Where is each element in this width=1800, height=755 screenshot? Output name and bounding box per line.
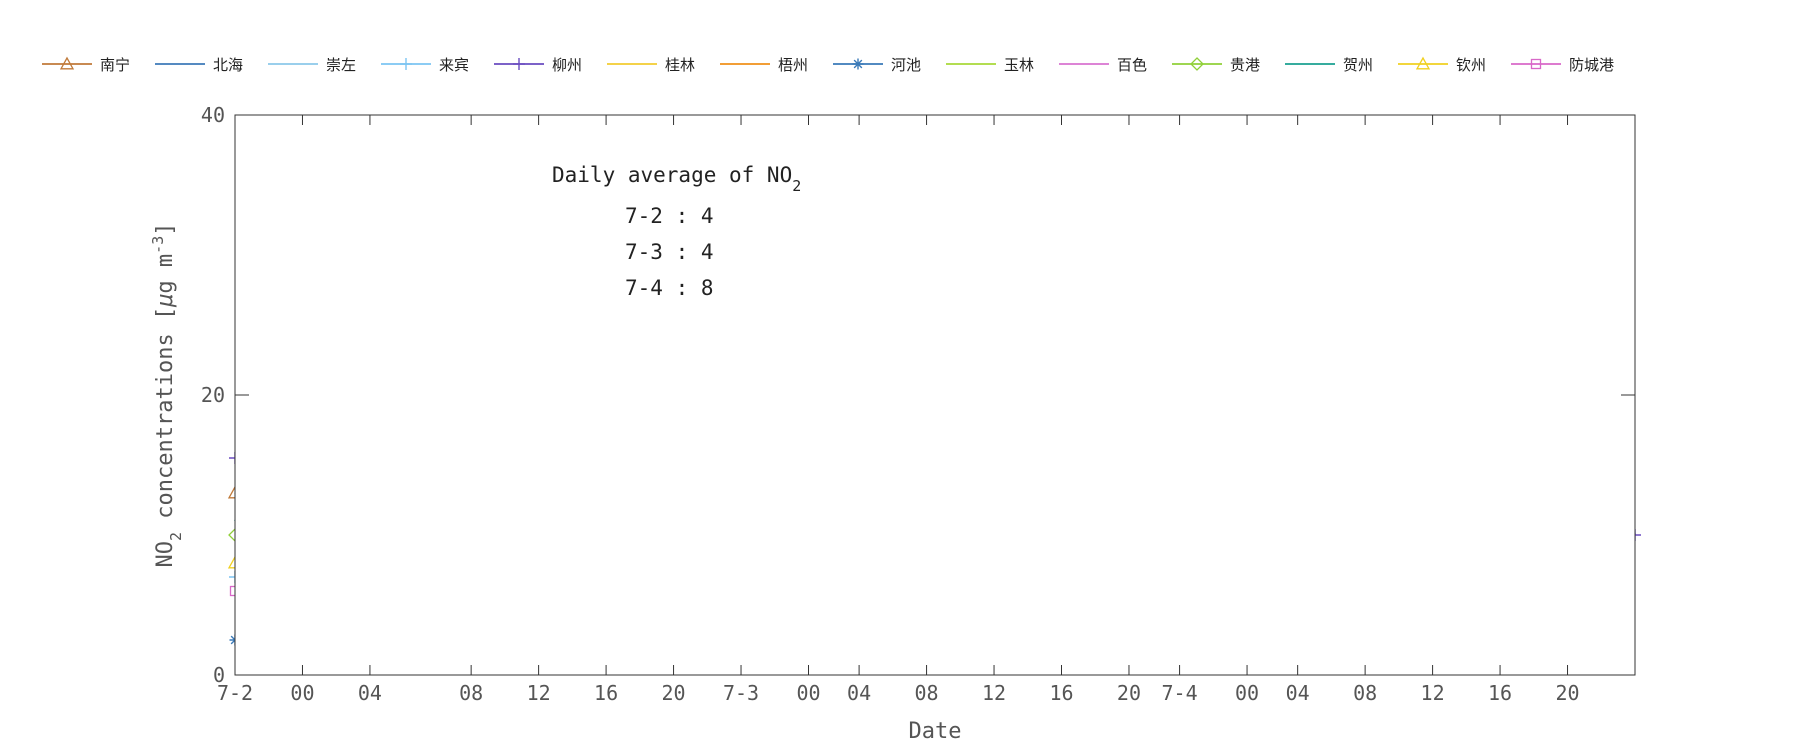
annotation-line: 7-4 : 8	[625, 276, 714, 300]
x-tick-label: 20	[1117, 681, 1141, 705]
legend-label: 南宁	[100, 56, 130, 74]
legend-label: 防城港	[1569, 56, 1614, 74]
x-tick-label: 08	[915, 681, 939, 705]
legend-item: 柳州	[494, 56, 582, 74]
legend-item: 百色	[1059, 56, 1147, 74]
axes: 0 20 40 7-2 00 04 08 12 16 20 7-3 00 04 08 12 16 20 7-4 00…	[149, 103, 1636, 744]
point-marker	[1190, 57, 1204, 71]
annotation-line: 7-3 : 4	[625, 240, 714, 264]
point-marker	[400, 58, 412, 70]
legend: 南宁 北海 崇左 来宾 柳州 桂林 梧州 河池 玉林 百色 贵港 贺州 钦州 防城港	[42, 56, 1614, 74]
legend-label: 梧州	[778, 56, 808, 74]
legend-label: 贵港	[1230, 56, 1260, 74]
annotation-title-main: Daily average of NO	[552, 163, 792, 187]
y-tick-label: 0	[213, 663, 225, 687]
y-axis-title-part: concentrations [	[153, 307, 178, 532]
legend-label: 百色	[1117, 56, 1147, 74]
annotation-line: 7-2 : 4	[625, 204, 714, 228]
legend-item: 来宾	[381, 56, 469, 74]
legend-item: 梧州	[720, 56, 808, 74]
x-tick-label: 04	[1286, 681, 1310, 705]
legend-label: 贺州	[1343, 56, 1373, 74]
point-marker	[1530, 58, 1542, 70]
legend-item: 贵港	[1172, 56, 1260, 74]
x-tick-label: 16	[594, 681, 618, 705]
x-tick-label: 12	[1421, 681, 1445, 705]
x-tick-label: 00	[1235, 681, 1259, 705]
x-tick-label: 16	[1049, 681, 1073, 705]
x-tick-label: 16	[1488, 681, 1512, 705]
legend-item: 贺州	[1285, 56, 1373, 74]
y-axis-title-part: g m	[153, 254, 178, 294]
point-marker	[1415, 56, 1431, 70]
x-tick-label: 7-2	[217, 681, 253, 705]
x-tick-label: 08	[1353, 681, 1377, 705]
x-tick-label: 20	[1555, 681, 1579, 705]
plot-frame	[234, 114, 1636, 676]
legend-item: 南宁	[42, 56, 130, 74]
y-axis-title-part: μ	[153, 294, 178, 308]
x-tick-label: 12	[982, 681, 1006, 705]
x-tick-label: 20	[662, 681, 686, 705]
legend-label: 柳州	[552, 56, 582, 74]
legend-item: 玉林	[946, 56, 1034, 74]
legend-item: 钦州	[1398, 56, 1486, 74]
y-tick-label: 40	[201, 103, 225, 127]
legend-label: 河池	[891, 56, 921, 74]
legend-item: 防城港	[1511, 56, 1614, 74]
x-tick-label: 08	[459, 681, 483, 705]
point-marker	[852, 58, 864, 70]
legend-label: 桂林	[665, 56, 695, 74]
annotation: Daily average of NO2 7-2 : 4 7-3 : 4 7-4 : …	[552, 163, 801, 300]
x-tick-label: 04	[847, 681, 871, 705]
x-tick-label: 7-4	[1162, 681, 1198, 705]
x-tick-label: 12	[527, 681, 551, 705]
y-axis-title-part: NO	[153, 541, 178, 568]
legend-label: 来宾	[439, 56, 469, 74]
legend-item: 北海	[155, 56, 243, 74]
point-marker	[59, 56, 75, 70]
legend-label: 崇左	[326, 56, 356, 74]
legend-item: 桂林	[607, 56, 695, 74]
y-tick-label: 20	[201, 383, 225, 407]
annotation-title-sub: 2	[792, 177, 801, 195]
y-axis-title-part: 2	[167, 532, 185, 541]
x-axis-title: Date	[909, 719, 962, 744]
x-tick-label: 00	[290, 681, 314, 705]
x-tick-label: 04	[358, 681, 382, 705]
y-axis-title: NO2 concentrations [μg m-3]	[149, 222, 185, 567]
x-tick-label: 00	[796, 681, 820, 705]
annotation-title: Daily average of NO2	[552, 163, 801, 195]
legend-item: 河池	[833, 56, 921, 74]
point-marker	[513, 58, 525, 70]
legend-label: 北海	[213, 56, 243, 74]
x-tick-label: 7-3	[723, 681, 759, 705]
legend-label: 钦州	[1456, 56, 1486, 74]
y-axis-title-part: -3	[149, 236, 167, 254]
legend-label: 玉林	[1004, 56, 1034, 74]
y-axis-title-part: ]	[153, 222, 178, 235]
legend-item: 崇左	[268, 56, 356, 74]
